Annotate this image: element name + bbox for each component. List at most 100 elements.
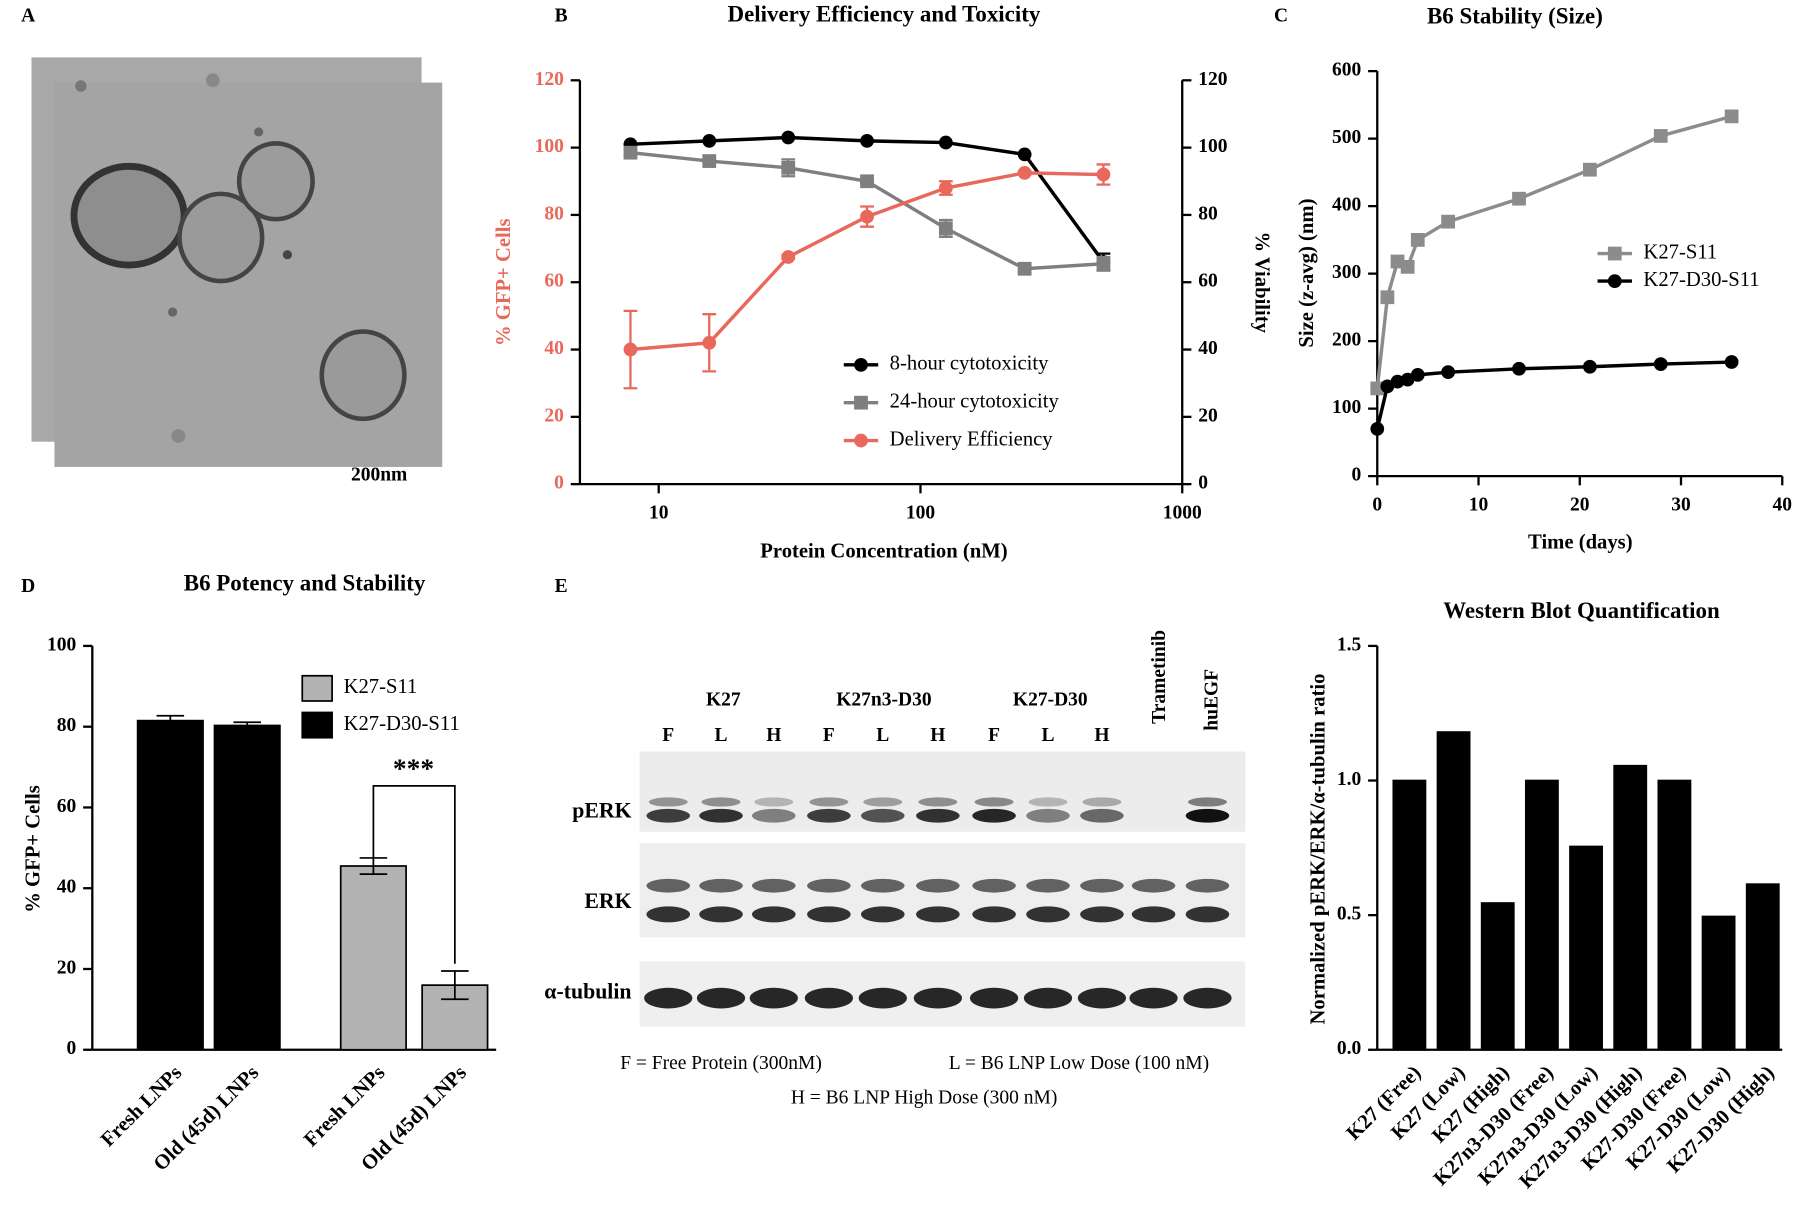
y-tick-label: 0: [67, 1038, 77, 1059]
band: [807, 808, 851, 823]
y-axis-label: Normalized pERK/ERK/α-tubulin ratio: [1308, 674, 1330, 1025]
band: [807, 906, 851, 923]
y-tick-label: 20: [544, 405, 564, 426]
bar: [1480, 902, 1515, 1051]
bar: [1524, 779, 1559, 1051]
marker: [623, 145, 638, 160]
panel-letter: A: [21, 6, 35, 27]
y2-tick-label: 100: [1198, 136, 1227, 157]
panel-letter: C: [1274, 6, 1288, 27]
band: [754, 797, 794, 807]
blot-group: K27n3-D30: [836, 689, 931, 710]
y-tick-label: 100: [535, 136, 564, 157]
band: [749, 987, 798, 1009]
y-tick-label: 40: [57, 877, 77, 898]
x-tick-label: 1000: [1163, 502, 1202, 523]
bar: [1436, 731, 1471, 1051]
blot-row: ERK: [584, 889, 631, 913]
blot-note: F = Free Protein (300nM): [620, 1053, 822, 1074]
legend-marker: [1607, 274, 1622, 288]
bar: [1657, 779, 1692, 1051]
bar: [213, 724, 281, 1051]
legend-marker: [854, 357, 868, 372]
band: [1129, 987, 1178, 1009]
band: [1185, 808, 1230, 823]
band: [699, 808, 743, 823]
x-axis-label: Time (days): [1528, 532, 1633, 554]
y2-tick-label: 20: [1198, 405, 1217, 426]
blot-lane: L: [876, 725, 889, 746]
marker: [1653, 129, 1668, 143]
y-axis-label: % GFP+ Cells: [493, 218, 515, 346]
marker: [1017, 261, 1032, 276]
x-tick-label: 40: [1773, 494, 1793, 515]
error-bar: [233, 721, 261, 730]
legend-swatch: [301, 711, 333, 739]
y-tick-label: 20: [57, 957, 77, 978]
marker: [1096, 167, 1111, 182]
band: [860, 906, 905, 923]
y-tick-label: 1.5: [1337, 634, 1362, 655]
band: [916, 808, 960, 823]
x-axis-label: Protein Concentration (nM): [760, 541, 1007, 563]
blot-lane: F: [662, 725, 674, 746]
y-tick-label: 80: [544, 203, 564, 224]
band: [1026, 878, 1070, 893]
band: [809, 797, 849, 807]
marker: [1410, 367, 1425, 382]
marker: [1380, 290, 1395, 305]
band: [1028, 797, 1068, 807]
marker: [781, 250, 796, 264]
marker: [1441, 365, 1456, 380]
x-tick-label: 10: [1469, 494, 1489, 515]
marker: [938, 135, 953, 150]
y2-tick-label: 80: [1198, 203, 1217, 224]
blot-lane: L: [1041, 725, 1054, 746]
y-tick-label: 0.0: [1337, 1038, 1361, 1059]
blot-lane: H: [766, 725, 781, 746]
legend-label: K27-D30-S11: [344, 713, 460, 735]
blot-lane: H: [1094, 725, 1109, 746]
bar: [339, 865, 407, 1051]
marker: [623, 342, 638, 357]
band: [807, 878, 851, 893]
tem-image: [31, 57, 443, 467]
legend-marker: [854, 395, 868, 410]
y-tick-label: 60: [544, 271, 564, 292]
marker: [1724, 355, 1739, 369]
band: [1026, 808, 1070, 823]
y-tick-label: 100: [47, 634, 76, 655]
series-line: [1375, 114, 1733, 389]
y-axis-label: Size (z-avg) (nm): [1296, 199, 1318, 348]
band: [1080, 878, 1124, 893]
blot-lane: F: [988, 725, 1000, 746]
band: [918, 797, 958, 807]
band: [646, 878, 691, 893]
band: [972, 906, 1016, 923]
y-tick-label: 200: [1332, 330, 1361, 351]
marker: [781, 130, 796, 145]
y-tick-label: 400: [1332, 195, 1361, 216]
y2-tick-label: 0: [1198, 473, 1208, 494]
chart-title: B6 Stability (Size): [1427, 4, 1603, 29]
legend-label: 8-hour cytotoxicity: [890, 353, 1049, 375]
y-tick-label: 0.5: [1337, 904, 1362, 925]
chart-title: Western Blot Quantification: [1443, 598, 1720, 623]
x-tick-label: 30: [1671, 494, 1691, 515]
band: [1131, 906, 1176, 923]
band: [972, 878, 1016, 893]
band: [752, 906, 796, 923]
marker: [1653, 357, 1668, 371]
y2-tick-label: 120: [1198, 69, 1227, 90]
x-tick-label: 20: [1570, 494, 1590, 515]
band: [1187, 797, 1227, 807]
band: [1080, 906, 1124, 923]
annotation: ***: [393, 752, 434, 783]
band: [1185, 906, 1230, 923]
band: [1023, 987, 1073, 1009]
legend-marker: [1607, 246, 1622, 261]
band: [913, 987, 962, 1009]
marker: [1400, 259, 1415, 274]
marker: [702, 134, 717, 148]
panel-letter: B: [555, 6, 568, 27]
